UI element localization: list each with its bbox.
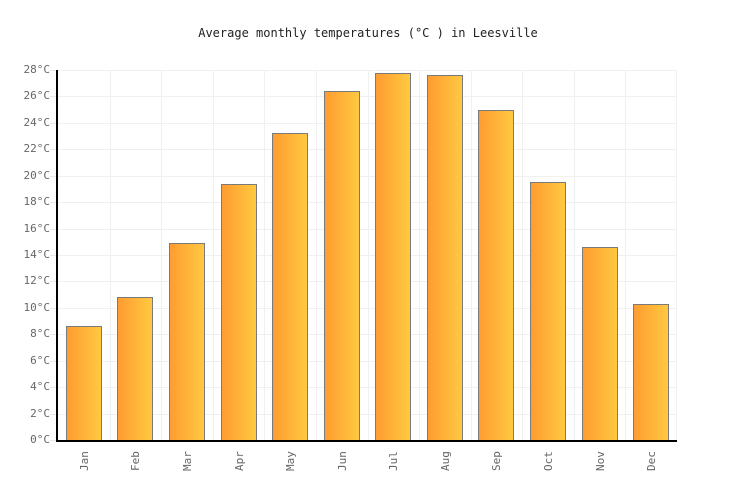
bar-oct	[530, 182, 566, 440]
plot-area	[56, 70, 677, 442]
y-axis-tick	[50, 440, 56, 441]
y-axis-label: 4°C	[30, 380, 50, 393]
y-axis-label: 22°C	[23, 142, 51, 155]
y-axis-tick	[50, 414, 56, 415]
bar-may	[272, 133, 308, 440]
x-grid-line	[676, 70, 677, 440]
y-grid-line	[58, 70, 677, 71]
bar-feb	[117, 297, 153, 440]
x-grid-line	[471, 70, 472, 440]
y-axis-label: 26°C	[23, 89, 51, 102]
y-axis-tick	[50, 361, 56, 362]
y-axis-label: 10°C	[23, 301, 51, 314]
y-grid-line	[58, 334, 677, 335]
x-grid-line	[368, 70, 369, 440]
y-axis-label: 24°C	[23, 116, 51, 129]
x-grid-line	[522, 70, 523, 440]
y-axis-tick	[50, 229, 56, 230]
y-axis-label: 20°C	[23, 169, 51, 182]
y-axis-tick	[50, 70, 56, 71]
y-axis-tick	[50, 96, 56, 97]
y-axis-tick	[50, 334, 56, 335]
y-axis-tick	[50, 123, 56, 124]
y-axis-tick	[50, 308, 56, 309]
y-axis-label: 28°C	[23, 63, 51, 76]
x-grid-line	[110, 70, 111, 440]
x-grid-line	[213, 70, 214, 440]
y-grid-line	[58, 255, 677, 256]
y-axis-tick	[50, 255, 56, 256]
x-grid-line	[161, 70, 162, 440]
bar-nov	[582, 247, 618, 440]
y-axis-label: 18°C	[23, 195, 51, 208]
y-axis-label: 8°C	[30, 327, 50, 340]
y-grid-line	[58, 229, 677, 230]
y-axis-tick	[50, 149, 56, 150]
y-grid-line	[58, 281, 677, 282]
y-axis-label: 12°C	[23, 274, 51, 287]
y-axis-tick	[50, 387, 56, 388]
y-axis-label: 16°C	[23, 222, 51, 235]
bar-apr	[221, 184, 257, 440]
y-axis-tick	[50, 281, 56, 282]
y-axis-tick	[50, 176, 56, 177]
y-axis-label: 2°C	[30, 407, 50, 420]
x-grid-line	[316, 70, 317, 440]
bar-jan	[66, 326, 102, 440]
x-grid-line	[264, 70, 265, 440]
y-axis-tick	[50, 202, 56, 203]
bar-aug	[427, 75, 463, 440]
y-grid-line	[58, 414, 677, 415]
y-grid-line	[58, 387, 677, 388]
y-grid-line	[58, 202, 677, 203]
x-grid-line	[574, 70, 575, 440]
y-grid-line	[58, 308, 677, 309]
y-axis-label: 0°C	[30, 433, 50, 446]
bar-jun	[324, 91, 360, 440]
chart-title: Average monthly temperatures (°C ) in Le…	[198, 26, 538, 40]
y-grid-line	[58, 149, 677, 150]
x-grid-line	[625, 70, 626, 440]
bar-jul	[375, 73, 411, 440]
bar-sep	[478, 110, 514, 440]
bar-dec	[633, 304, 669, 440]
y-grid-line	[58, 96, 677, 97]
bar-mar	[169, 243, 205, 440]
x-grid-line	[419, 70, 420, 440]
y-axis-label: 6°C	[30, 354, 50, 367]
y-axis-label: 14°C	[23, 248, 51, 261]
y-grid-line	[58, 123, 677, 124]
y-grid-line	[58, 361, 677, 362]
y-grid-line	[58, 176, 677, 177]
